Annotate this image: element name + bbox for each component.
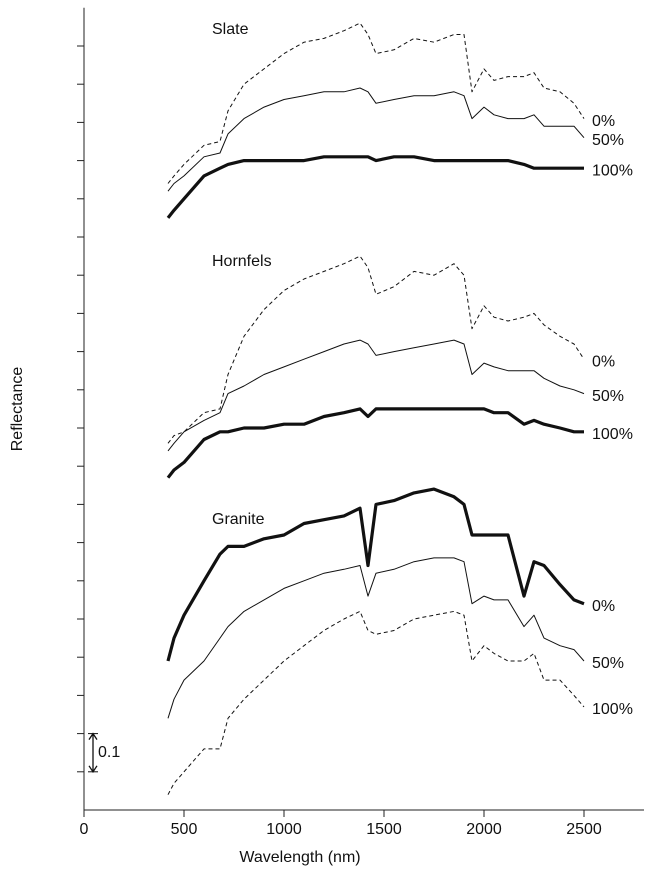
- spectrum-line: [166, 407, 584, 479]
- series-label: 50%: [592, 388, 624, 405]
- spectrum-line: [167, 22, 585, 184]
- spectrum-line: [167, 610, 585, 795]
- x-tick-label: 1000: [266, 821, 302, 838]
- x-tick-label: 2000: [466, 821, 502, 838]
- series-label: 50%: [592, 132, 624, 149]
- series-label: 100%: [592, 426, 633, 443]
- series-label: 100%: [592, 701, 633, 718]
- spectrum-line: [167, 255, 585, 444]
- series-label: 0%: [592, 113, 615, 130]
- x-tick-label: 2500: [566, 821, 602, 838]
- spectrum-line: [167, 339, 585, 452]
- x-tick-label: 1500: [366, 821, 402, 838]
- spectrum-line: [167, 87, 585, 192]
- group-label: Hornfels: [212, 253, 272, 270]
- x-tick-label: 500: [171, 821, 198, 838]
- series-label: 100%: [592, 162, 633, 179]
- series-label: 0%: [592, 353, 615, 370]
- group-label: Granite: [212, 511, 265, 528]
- scale-bar: [88, 732, 98, 773]
- x-axis-label: Wavelength (nm): [239, 849, 360, 866]
- series-label: 50%: [592, 655, 624, 672]
- x-tick-label: 0: [80, 821, 89, 838]
- spectrum-line: [167, 557, 585, 719]
- series-label: 0%: [592, 598, 615, 615]
- spectrum-line: [166, 487, 585, 662]
- y-axis-label: Reflectance: [9, 367, 26, 452]
- spectrum-line: [166, 155, 584, 219]
- group-label: Slate: [212, 21, 249, 38]
- scale-bar-label: 0.1: [98, 744, 120, 761]
